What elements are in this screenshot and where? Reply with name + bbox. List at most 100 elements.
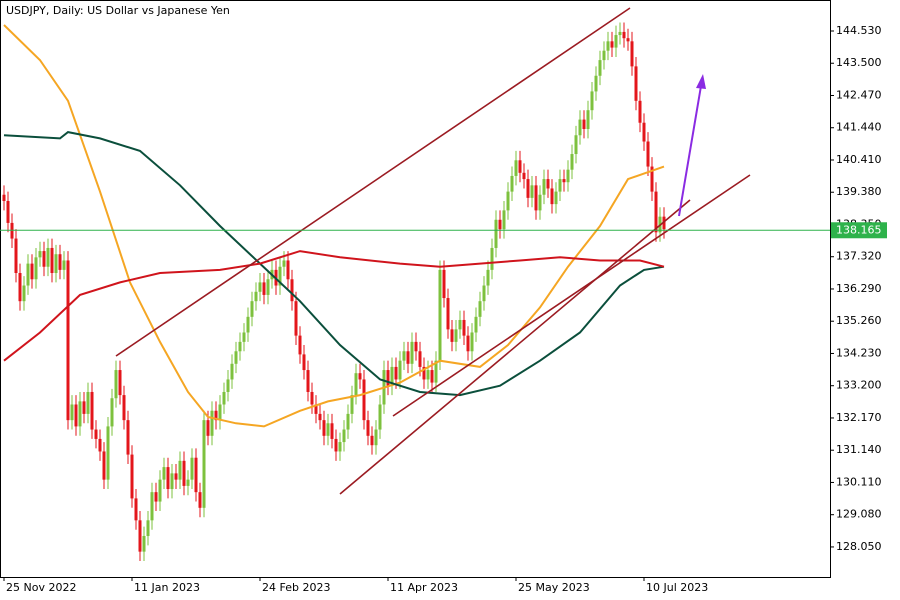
candle-body	[222, 391, 226, 405]
moving-average	[3, 24, 665, 428]
candle-body	[278, 266, 282, 286]
candle-body	[438, 269, 442, 361]
candle-body	[562, 179, 566, 183]
candle-body	[62, 260, 66, 270]
arrow-shaft	[678, 85, 702, 217]
y-tick-label: 130.110	[836, 475, 882, 488]
price-label: 138.165	[836, 223, 882, 236]
candle-body	[402, 351, 406, 361]
candle-body	[138, 520, 142, 552]
candle-body	[654, 191, 658, 233]
candle-body	[466, 335, 470, 352]
candle-body	[90, 391, 94, 430]
candle-body	[174, 473, 178, 480]
candle-body	[598, 60, 602, 76]
candle-body	[474, 316, 478, 333]
candle-body	[534, 185, 538, 211]
candle-body	[14, 238, 18, 274]
candle-body	[514, 160, 518, 176]
drawings	[115, 7, 751, 495]
candle-body	[110, 398, 114, 427]
candle-body	[642, 122, 646, 142]
candle-body	[86, 391, 90, 414]
candle-body	[458, 319, 462, 330]
candle-body	[526, 179, 530, 198]
candle-body	[426, 370, 430, 380]
candle-body	[374, 429, 378, 446]
candle-body	[418, 351, 422, 367]
candle-body	[446, 298, 450, 330]
candle-body	[638, 100, 642, 123]
candle-body	[254, 291, 258, 302]
candle-body	[650, 166, 654, 192]
candle-body	[298, 335, 302, 355]
candle-body	[370, 435, 374, 446]
candle-body	[26, 263, 30, 286]
candle-body	[442, 269, 446, 299]
candle-body	[498, 219, 502, 230]
x-tick-label: 10 Jul 2023	[646, 581, 708, 594]
candle-body	[482, 285, 486, 302]
candle-body	[406, 351, 410, 364]
candle-body	[486, 269, 490, 286]
x-tick-label: 24 Feb 2023	[262, 581, 330, 594]
trend-line	[115, 7, 631, 357]
candle-body	[78, 401, 82, 427]
candle-body	[330, 423, 334, 439]
candle-body	[294, 301, 298, 336]
arrow-head	[696, 74, 706, 89]
candle-body	[566, 169, 570, 183]
candle-body	[586, 110, 590, 129]
y-tick-label: 135.260	[836, 314, 882, 327]
y-tick-label: 141.440	[836, 121, 882, 134]
candle-body	[286, 260, 290, 280]
candle-body	[282, 260, 286, 267]
candle-body	[190, 457, 194, 480]
candle-body	[518, 160, 522, 173]
candle-body	[230, 363, 234, 380]
candle-body	[318, 413, 322, 421]
candle-body	[510, 175, 514, 192]
candle-body	[362, 379, 366, 421]
candle-body	[470, 332, 474, 352]
x-tick-label: 25 May 2023	[518, 581, 590, 594]
candle-body	[134, 498, 138, 521]
price-label-box	[831, 222, 887, 239]
candle-body	[454, 329, 458, 342]
candle-body	[258, 282, 262, 292]
candle-body	[178, 460, 182, 480]
candle-body	[618, 31, 622, 36]
candle-body	[334, 438, 338, 452]
candle-body	[154, 492, 158, 502]
candle-body	[542, 179, 546, 195]
y-tick-label: 144.530	[836, 24, 882, 37]
candle-body	[114, 370, 118, 399]
candle-body	[606, 41, 610, 51]
candle-body	[58, 254, 62, 270]
candle-body	[46, 247, 50, 267]
y-tick-label: 129.080	[836, 508, 882, 521]
candle-body	[394, 366, 398, 380]
candle-body	[594, 75, 598, 92]
candle-body	[302, 354, 306, 371]
candle-body	[346, 413, 350, 430]
candle-body	[386, 370, 390, 386]
candle-body	[106, 426, 110, 480]
candle-body	[234, 351, 238, 364]
candle-body	[494, 219, 498, 248]
candle-body	[186, 479, 190, 486]
candle-body	[366, 420, 370, 436]
candle-body	[198, 492, 202, 508]
candle-body	[82, 401, 86, 414]
candle-body	[410, 341, 414, 364]
candle-body	[50, 247, 54, 274]
candle-body	[574, 135, 578, 155]
candle-body	[354, 373, 358, 396]
candle-body	[310, 391, 314, 405]
candle-body	[18, 273, 22, 302]
candle-body	[646, 141, 650, 167]
trend-line	[339, 199, 691, 495]
y-tick-label: 132.170	[836, 411, 882, 424]
